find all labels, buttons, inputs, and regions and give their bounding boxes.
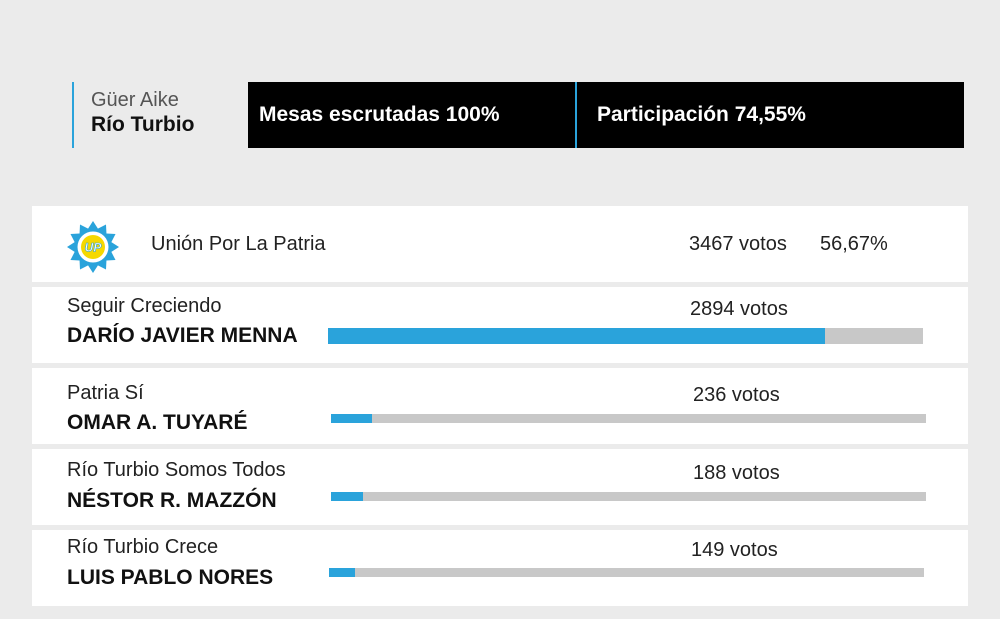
vote-count-label: 236 votos: [693, 384, 780, 406]
stats-bar: Mesas escrutadas 100% Participación 74,5…: [248, 82, 964, 148]
candidate-name: DARÍO JAVIER MENNA: [67, 324, 298, 347]
location-block: Güer Aike Río Turbio: [72, 82, 194, 148]
candidate-name: NÉSTOR R. MAZZÓN: [67, 489, 277, 512]
union-por-la-patria-logo-icon: UP: [67, 221, 119, 273]
candidate-name: LUIS PABLO NORES: [67, 566, 274, 589]
vote-bar-track: [329, 568, 924, 577]
logo-text: UP: [85, 241, 103, 255]
candidate-row: Patria Sí OMAR A. TUYARÉ 236 votos: [32, 368, 968, 444]
party-name: Río Turbio Crece: [67, 536, 219, 558]
vote-bar-track: [331, 492, 926, 501]
vote-bar: [329, 568, 355, 577]
vote-bar: [328, 328, 825, 344]
candidate-row: Río Turbio Somos Todos NÉSTOR R. MAZZÓN 18…: [32, 449, 968, 525]
candidate-row: Seguir Creciendo DARÍO JAVIER MENNA 2894 v…: [32, 287, 968, 363]
party-name: Río Turbio Somos Todos: [67, 459, 286, 481]
vote-bar: [331, 414, 372, 423]
vote-bar-track: [331, 414, 926, 423]
party-name: Seguir Creciendo: [67, 295, 222, 317]
winner-row: UP Unión Por La Patria 3467 votos 56,67%: [32, 206, 968, 282]
vote-bar-track: [328, 328, 923, 344]
region-name: Güer Aike: [91, 89, 179, 111]
vote-bar: [331, 492, 364, 501]
mesas-escrutadas: Mesas escrutadas 100%: [248, 82, 577, 148]
winner-votes: 3467 votos: [689, 233, 787, 255]
vote-count-label: 188 votos: [693, 462, 780, 484]
candidate-name: OMAR A. TUYARÉ: [67, 411, 248, 434]
city-name: Río Turbio: [91, 113, 195, 136]
vote-count-label: 2894 votos: [690, 298, 788, 320]
winner-party: Unión Por La Patria: [151, 233, 326, 255]
candidate-row: Río Turbio Crece LUIS PABLO NORES 149 voto…: [32, 530, 968, 606]
party-name: Patria Sí: [67, 382, 144, 404]
winner-percentage: 56,67%: [820, 233, 888, 255]
vote-count-label: 149 votos: [691, 539, 778, 561]
participacion: Participación 74,55%: [597, 103, 806, 126]
